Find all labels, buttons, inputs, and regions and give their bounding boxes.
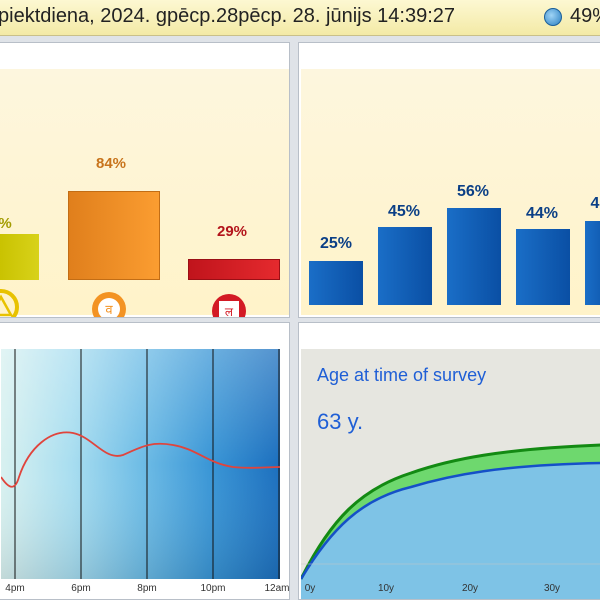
x-tick: 4pm <box>5 583 25 594</box>
meridian-percent-5: 4 <box>590 195 600 212</box>
chakra-percent-1: % <box>0 215 25 232</box>
status-bar: piektdiena, 2024. gpēcp.28pēcp. 28. jūni… <box>0 0 600 36</box>
chakra-bar-2 <box>68 191 160 280</box>
solar-plexus-chakra-icon <box>0 287 21 317</box>
x-tick: 30y <box>543 583 561 594</box>
age-area-green <box>301 445 600 579</box>
chakra-chart: % 84% व 29% ल <box>0 69 289 318</box>
x-tick: 0y <box>304 583 316 594</box>
biorhythm-chart <box>1 349 280 579</box>
age-line-green <box>301 443 600 580</box>
age-value: 63 y. <box>317 409 364 434</box>
svg-text:ल: ल <box>225 305 234 318</box>
meridian-percent-lr: 45% <box>387 203 421 220</box>
meridian-name-lr: LR <box>374 316 434 317</box>
age-line-blue <box>301 461 600 580</box>
meridian-bar-lr <box>378 227 432 305</box>
biorhythm-x-axis: 4pm 6pm 8pm 10pm 12am <box>0 579 290 599</box>
chakra-bar-3 <box>188 259 280 280</box>
age-panel: Age at time of survey 63 y. 0y 10y 20y 3… <box>298 322 600 600</box>
x-tick: 20y <box>461 583 479 594</box>
meridian-name-gb: GB <box>306 316 366 317</box>
age-title: Age at time of survey <box>317 365 487 385</box>
biorhythm-panel: 4pm 6pm 8pm 10pm 12am <box>0 322 290 600</box>
age-chart: Age at time of survey 63 y. <box>301 349 600 599</box>
meridian-bar-5 <box>585 221 600 305</box>
meridian-bar-lu <box>447 208 501 305</box>
meridian-name-lu: LU <box>443 316 503 317</box>
meridian-name-li: LI <box>512 316 572 317</box>
meridian-percent-lu: 56% <box>456 183 490 200</box>
meridian-chart: 25% GB 45% LR 56% LU 44% LI 4 <box>301 69 600 317</box>
chakra-panel: % 84% व 29% ल <box>0 42 290 318</box>
root-chakra-icon: ल <box>209 291 249 318</box>
x-tick: 10pm <box>200 583 226 594</box>
datetime-text: piektdiena, 2024. gpēcp.28pēcp. 28. jūni… <box>0 5 456 27</box>
svg-text:व: व <box>105 303 113 318</box>
meridian-bar-li <box>516 229 570 305</box>
meridian-percent-li: 44% <box>525 205 559 222</box>
meridian-bar-gb <box>309 261 363 305</box>
moon-phase-percent: 49% <box>570 5 600 27</box>
x-tick: 8pm <box>137 583 157 594</box>
age-area-blue <box>301 463 600 599</box>
chakra-percent-3: 29% <box>216 223 248 240</box>
chakra-bar-1 <box>0 234 39 280</box>
meridian-percent-gb: 25% <box>319 235 353 252</box>
x-tick: 6pm <box>71 583 91 594</box>
biorhythm-line <box>1 431 280 488</box>
chakra-percent-2: 84% <box>95 155 127 172</box>
x-tick: 10y <box>377 583 395 594</box>
sacral-chakra-icon: व <box>89 289 129 318</box>
meridian-panel: 25% GB 45% LR 56% LU 44% LI 4 <box>298 42 600 318</box>
x-tick: 12am <box>264 583 290 594</box>
moon-phase-icon <box>544 8 562 26</box>
